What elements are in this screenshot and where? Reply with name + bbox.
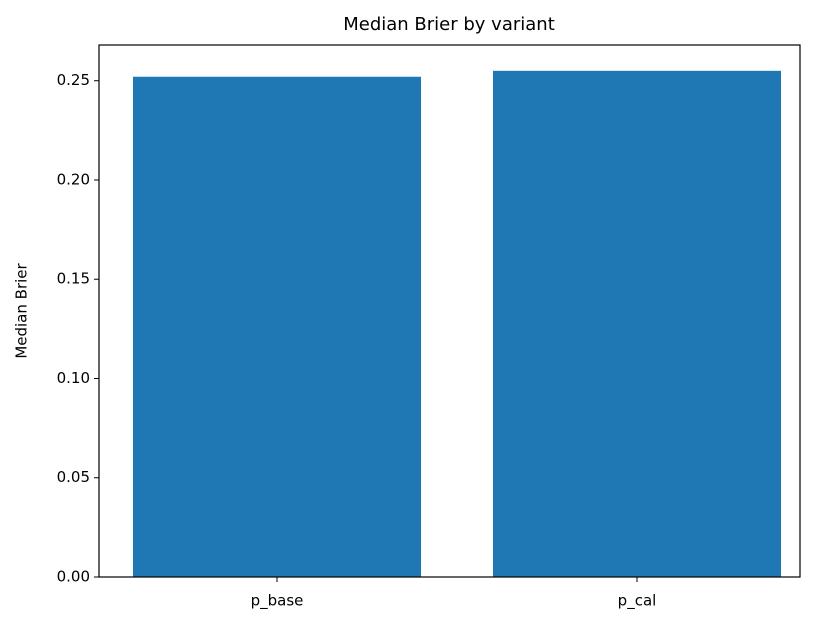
y-tick-label: 0.05 (57, 468, 90, 486)
bar (493, 70, 781, 577)
bar (133, 76, 421, 577)
y-tick-label: 0.15 (57, 270, 90, 288)
chart-title: Median Brier by variant (343, 14, 555, 35)
y-tick-label: 0.25 (57, 71, 90, 89)
y-axis-label: Median Brier (13, 263, 31, 359)
x-tick-label: p_base (251, 592, 304, 611)
plot-frame (98, 44, 801, 578)
y-tick-label: 0.20 (57, 170, 90, 188)
y-tick-label: 0.00 (57, 568, 90, 586)
y-tick-label: 0.10 (57, 369, 90, 387)
x-tick-label: p_cal (618, 592, 657, 611)
